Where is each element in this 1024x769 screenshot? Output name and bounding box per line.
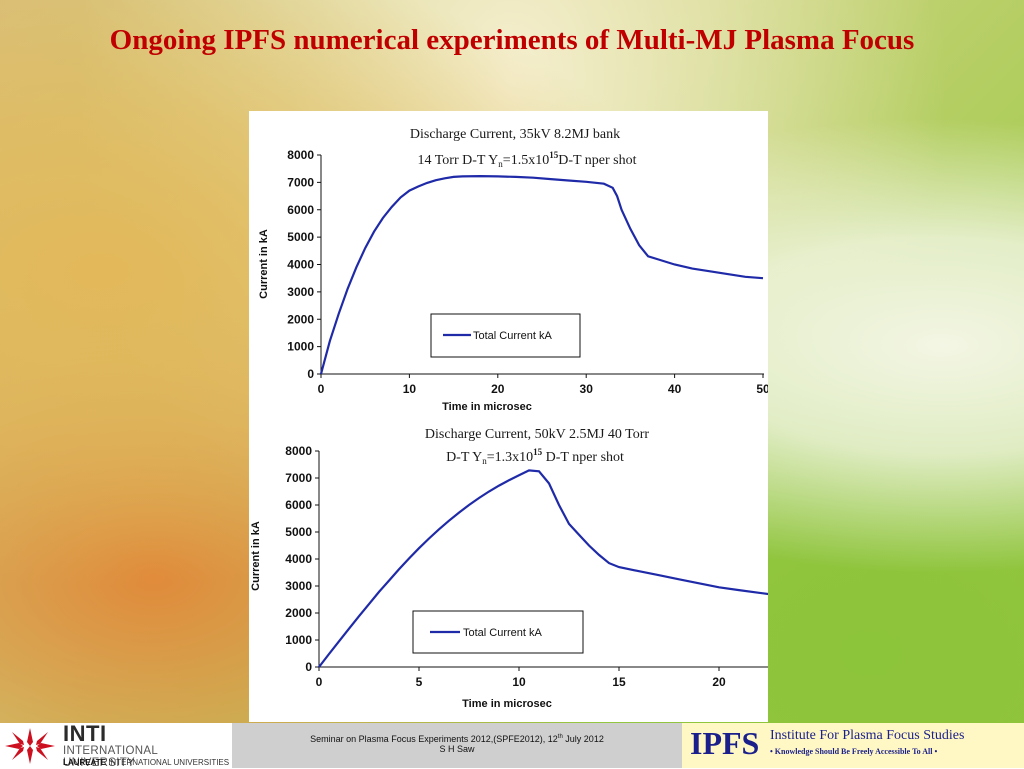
x-tick-label: 40 xyxy=(668,382,682,396)
y-tick-label: 5000 xyxy=(287,230,314,244)
inti-name: INTI xyxy=(63,721,107,746)
slide-title: Ongoing IPFS numerical experiments of Mu… xyxy=(109,24,915,56)
x-tick-label: 20 xyxy=(712,675,726,689)
chart-panel-8mj: Discharge Current, 35kV 8.2MJ bank 14 To… xyxy=(249,111,768,416)
x-tick-label: 50 xyxy=(756,382,768,396)
inti-star-logo-icon xyxy=(5,728,55,764)
series-line-total-current xyxy=(318,469,768,668)
y-axis-label: Current in kA xyxy=(258,229,270,299)
slide-footer: INTI INTERNATIONAL UNIVERSITY LAUREATE I… xyxy=(0,721,1024,769)
author-name: S H Saw xyxy=(439,744,475,754)
y-tick-label: 6000 xyxy=(285,498,312,512)
chart-panel-2.5mj: Discharge Current, 50kV 2.5MJ 40 Torr D-… xyxy=(249,416,768,722)
y-tick-label: 3000 xyxy=(285,579,312,593)
series-line-total-current xyxy=(319,174,764,375)
x-tick-label: 0 xyxy=(316,675,323,689)
chart-title-line2: D-T Yn=1.3x1015 D-T nper shot xyxy=(446,447,624,466)
chart-title-line1: Discharge Current, 50kV 2.5MJ 40 Torr xyxy=(425,427,650,442)
y-tick-label: 4000 xyxy=(287,258,314,272)
y-tick-label: 5000 xyxy=(285,525,312,539)
legend-label: Total Current kA xyxy=(473,330,553,342)
x-tick-label: 20 xyxy=(491,382,505,396)
ipfs-logo-block: IPFS Institute For Plasma Focus Studies … xyxy=(682,723,1024,768)
y-tick-label: 0 xyxy=(307,367,314,381)
y-tick-label: 7000 xyxy=(285,471,312,485)
chart-title-line2: 14 Torr D-T Yn=1.5x1015D-T nper shot xyxy=(417,150,636,169)
x-tick-label: 30 xyxy=(580,382,594,396)
y-tick-label: 0 xyxy=(305,660,312,674)
x-tick-label: 0 xyxy=(318,382,325,396)
y-tick-label: 1000 xyxy=(287,340,314,354)
seminar-info: Seminar on Plasma Focus Experiments 2012… xyxy=(232,723,682,768)
seminar-line: Seminar on Plasma Focus Experiments 2012… xyxy=(310,734,604,744)
x-tick-label: 10 xyxy=(403,382,417,396)
legend-label: Total Current kA xyxy=(463,627,543,639)
x-axis-label: Time in microsec xyxy=(442,401,532,413)
y-tick-label: 1000 xyxy=(285,633,312,647)
ipfs-full-name: Institute For Plasma Focus Studies xyxy=(770,728,965,743)
y-tick-label: 4000 xyxy=(285,552,312,566)
x-tick-label: 15 xyxy=(612,675,626,689)
ipfs-tagline: • Knowledge Should Be Freely Accessible … xyxy=(770,747,938,756)
y-tick-label: 2000 xyxy=(287,312,314,326)
chart-title-line1: Discharge Current, 35kV 8.2MJ bank xyxy=(410,127,620,142)
chart-svg-2.5mj: Discharge Current, 50kV 2.5MJ 40 Torr D-… xyxy=(250,427,768,710)
x-axis-label: Time in microsec xyxy=(462,698,552,710)
chart-svg-8mj: Discharge Current, 35kV 8.2MJ bank 14 To… xyxy=(258,127,768,413)
inti-laureate-text: LAUREATE INTERNATIONAL UNIVERSITIES xyxy=(63,758,230,767)
y-tick-label: 8000 xyxy=(285,444,312,458)
x-tick-label: 5 xyxy=(416,675,423,689)
x-tick-label: 10 xyxy=(512,675,526,689)
y-axis-label: Current in kA xyxy=(250,521,262,591)
y-tick-label: 2000 xyxy=(285,606,312,620)
y-tick-label: 3000 xyxy=(287,285,314,299)
y-tick-label: 6000 xyxy=(287,203,314,217)
y-tick-label: 7000 xyxy=(287,175,314,189)
y-tick-label: 8000 xyxy=(287,148,314,162)
inti-logo-block: INTI INTERNATIONAL UNIVERSITY LAUREATE I… xyxy=(0,721,232,769)
inti-university-text: INTERNATIONAL UNIVERSITY xyxy=(63,745,158,769)
ipfs-abbreviation: IPFS xyxy=(690,725,760,761)
